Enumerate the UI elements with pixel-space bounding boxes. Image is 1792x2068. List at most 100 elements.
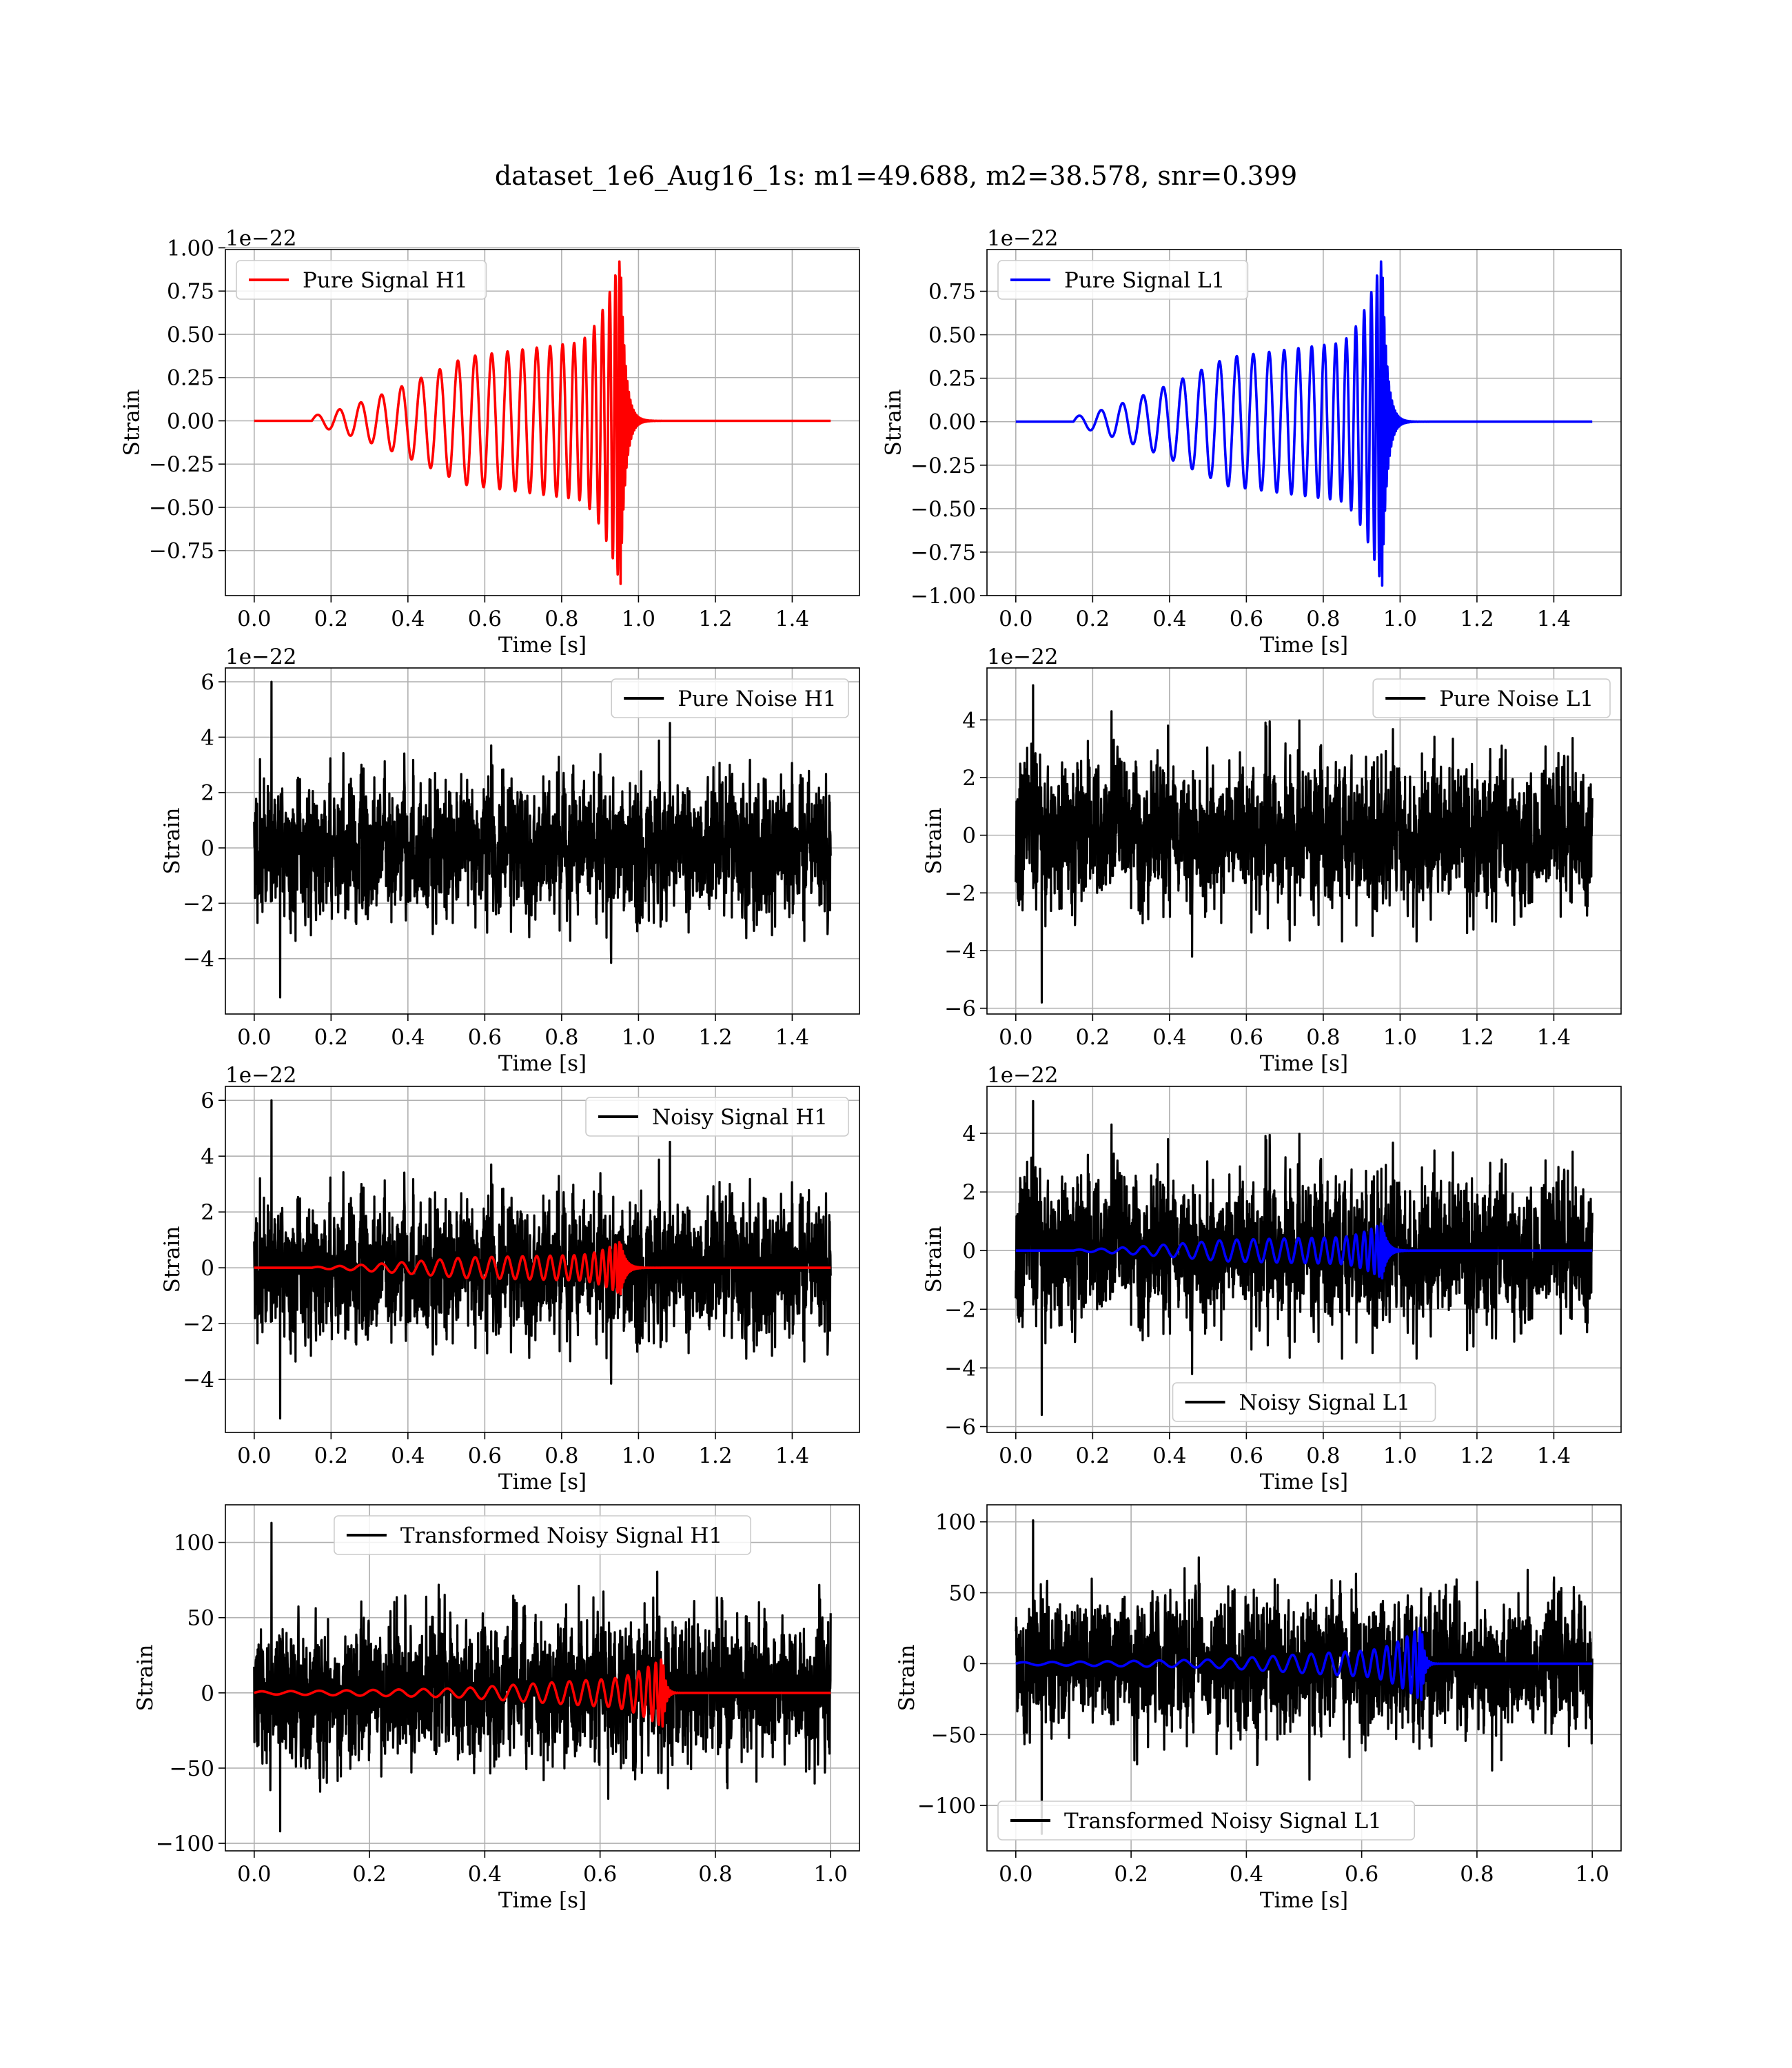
x-tick-label: 0.0 [999, 607, 1032, 631]
axis-offset-text: 1e−22 [987, 226, 1059, 251]
legend-label: Noisy Signal H1 [652, 1105, 828, 1130]
x-tick-label: 0.8 [544, 607, 578, 631]
x-tick-label: 0.6 [1230, 1443, 1263, 1468]
y-tick-label: −0.25 [149, 452, 214, 477]
x-tick-label: 0.8 [544, 1025, 578, 1050]
chart-panel-transformed-noisy-signal-h1: 0.0 0.2 0.4 0.6 0.8 1.0 −100 −50 0 50 100 Time [s] S… [133, 1504, 860, 1913]
chart-panel-pure-noise-h1: 0.0 0.2 0.4 0.6 0.8 1.0 1.2 1.4 −4 −2 0 2 4 6 Time [s]… [160, 645, 860, 1076]
legend-label: Transformed Noisy Signal L1 [1064, 1809, 1382, 1834]
x-tick-label: 0.8 [1306, 607, 1340, 631]
grid-lines [987, 668, 1621, 1014]
chart-panel-noisy-signal-l1: 0.0 0.2 0.4 0.6 0.8 1.0 1.2 1.4 −6 −4 −2 0 2 4 Time [s… [922, 1063, 1622, 1494]
x-tick-label: 0.6 [468, 607, 502, 631]
y-tick-label: 0.50 [167, 323, 214, 347]
y-axis-label: Strain [160, 808, 185, 875]
x-tick-label: 0.2 [1114, 1862, 1148, 1887]
legend-label: Transformed Noisy Signal H1 [400, 1523, 722, 1548]
x-tick-label: 1.2 [1460, 1025, 1494, 1050]
legend-frame [334, 1515, 751, 1555]
x-tick-label: 0.8 [698, 1862, 732, 1887]
y-tick-label: 0 [201, 836, 214, 861]
tick-marks [218, 247, 793, 602]
legend-label: Pure Noise H1 [678, 687, 836, 711]
y-tick-label: −0.25 [910, 454, 976, 478]
y-tick-label: −2 [944, 881, 976, 906]
x-tick-label: 0.2 [314, 1443, 348, 1468]
series-line-transformed-noisy-signal-h1-signal-overlay [253, 1658, 832, 1728]
y-tick-label: 0.25 [167, 366, 214, 391]
x-tick-label: 0.2 [1076, 1443, 1110, 1468]
x-tick-label: 0.6 [468, 1025, 502, 1050]
y-tick-label: −50 [170, 1756, 214, 1781]
y-axis-label: Strain [160, 1226, 185, 1293]
y-tick-label: 4 [201, 1144, 214, 1169]
tick-marks [980, 1521, 1593, 1858]
x-tick-label: 0.4 [1152, 607, 1186, 631]
x-tick-label: 1.4 [775, 607, 809, 631]
x-tick-label: 0.2 [1076, 1025, 1110, 1050]
x-tick-label: 1.4 [1537, 607, 1571, 631]
axis-offset-text: 1e−22 [225, 645, 297, 669]
y-tick-label: 2 [201, 1200, 214, 1225]
legend-label: Noisy Signal L1 [1239, 1390, 1411, 1415]
x-tick-label: 0.2 [352, 1862, 386, 1887]
x-tick-label: 0.4 [1152, 1443, 1186, 1468]
x-tick-label: 0.2 [314, 1025, 348, 1050]
y-tick-label: 1.00 [167, 236, 214, 261]
chart-panel-pure-signal-l1: 0.0 0.2 0.4 0.6 0.8 1.0 1.2 1.4 −1.00 −0.75 −0.50 −… [882, 226, 1622, 658]
legend-frame [585, 1097, 849, 1137]
x-tick-label: 0.6 [1230, 607, 1263, 631]
legend: Pure Signal L1 [997, 260, 1249, 300]
y-tick-label: 2 [962, 1180, 976, 1205]
x-tick-label: 0.8 [544, 1443, 578, 1468]
y-tick-label: 0.75 [928, 280, 976, 305]
x-tick-label: 1.0 [622, 1443, 655, 1468]
y-tick-label: −6 [944, 997, 976, 1022]
x-tick-label: 0.2 [1076, 607, 1110, 631]
x-tick-label: 1.2 [698, 1025, 732, 1050]
legend: Pure Signal H1 [236, 260, 487, 300]
x-axis-label: Time [s] [1260, 633, 1348, 658]
x-tick-label: 1.0 [622, 1025, 655, 1050]
y-tick-label: −100 [156, 1832, 214, 1856]
x-tick-label: 1.0 [1383, 1443, 1417, 1468]
y-tick-label: 100 [935, 1510, 976, 1535]
legend-label: Pure Noise L1 [1439, 687, 1594, 711]
y-tick-label: −50 [931, 1723, 976, 1747]
y-tick-label: −100 [917, 1794, 976, 1818]
chart-panel-transformed-noisy-signal-l1: 0.0 0.2 0.4 0.6 0.8 1.0 −100 −50 0 50 100 Time [s] S… [895, 1504, 1622, 1913]
y-tick-label: 0 [962, 1239, 976, 1264]
y-tick-label: 0 [201, 1256, 214, 1281]
chart-panel-pure-noise-l1: 0.0 0.2 0.4 0.6 0.8 1.0 1.2 1.4 −6 −4 −2 0 2 4 Time [s… [922, 645, 1622, 1076]
y-tick-label: 6 [201, 670, 214, 695]
legend-frame [611, 678, 849, 718]
y-tick-label: 0 [201, 1681, 214, 1706]
x-tick-label: 0.0 [999, 1862, 1032, 1887]
axes-frame [986, 1086, 1622, 1433]
x-tick-label: 0.4 [391, 1443, 425, 1468]
x-tick-label: 0.0 [999, 1025, 1032, 1050]
axes-frame [986, 667, 1622, 1015]
y-axis-label: Strain [922, 1226, 946, 1293]
x-axis-label: Time [s] [498, 1470, 587, 1494]
x-tick-label: 0.4 [1230, 1862, 1263, 1887]
y-tick-label: 0 [962, 1652, 976, 1676]
y-tick-label: 4 [201, 725, 214, 750]
axis-offset-text: 1e−22 [987, 645, 1059, 669]
legend-label: Pure Signal L1 [1064, 268, 1225, 293]
x-tick-label: 0.8 [1460, 1862, 1494, 1887]
tick-marks [980, 1133, 1555, 1439]
x-tick-label: 0.6 [468, 1443, 502, 1468]
x-axis-label: Time [s] [498, 1888, 587, 1913]
tick-marks [218, 681, 793, 1021]
legend-frame [236, 260, 487, 300]
axes-frame [225, 249, 860, 596]
x-tick-label: 0.4 [1152, 1025, 1186, 1050]
series-line-pure-noise-h1 [253, 680, 832, 999]
y-tick-label: −0.50 [910, 497, 976, 522]
x-tick-label: 0.0 [237, 1025, 271, 1050]
y-tick-label: −4 [183, 1368, 214, 1392]
y-tick-label: 50 [949, 1581, 976, 1606]
y-tick-label: −1.00 [910, 584, 976, 609]
axes-frame [986, 1504, 1622, 1852]
